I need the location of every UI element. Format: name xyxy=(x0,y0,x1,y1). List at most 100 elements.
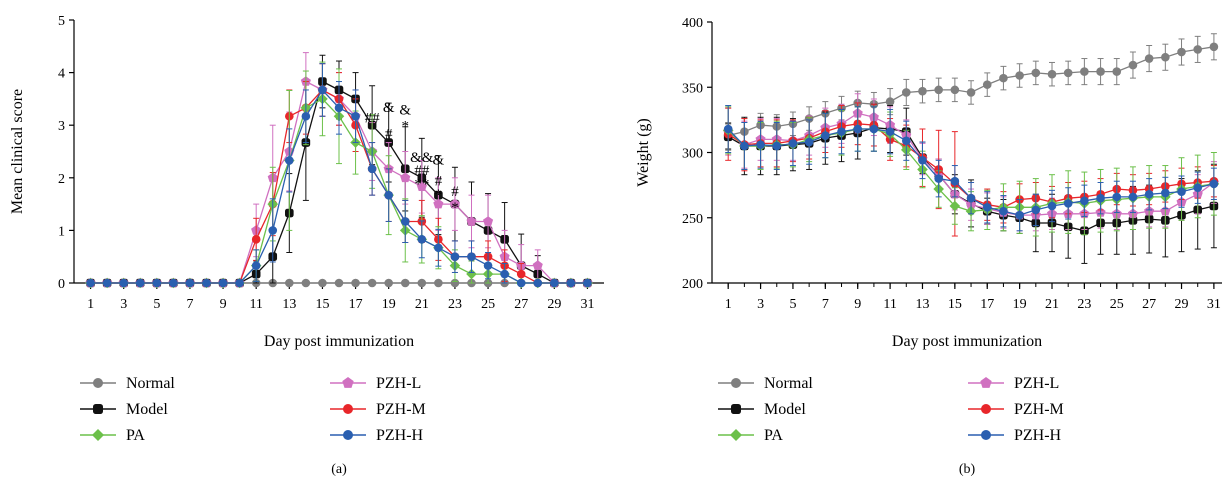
legend-item-normal: Normal xyxy=(718,375,813,392)
y-tick-label: 300 xyxy=(682,147,703,162)
y-tick-label: 3 xyxy=(58,119,65,134)
data-point xyxy=(467,252,476,261)
data-point xyxy=(516,278,526,288)
legend-label: PZH-M xyxy=(376,401,426,418)
legend-marker xyxy=(343,430,353,440)
data-point xyxy=(966,193,976,203)
x-tick-label: 15 xyxy=(948,297,962,312)
legend-marker xyxy=(981,404,991,414)
data-point xyxy=(202,278,211,288)
legend-marker xyxy=(93,404,103,414)
data-point xyxy=(449,198,460,209)
legend-marker xyxy=(93,378,103,388)
data-point xyxy=(837,127,846,136)
significance-mark: ## xyxy=(414,163,430,179)
data-point xyxy=(949,200,961,212)
data-point xyxy=(1177,47,1186,57)
data-point xyxy=(417,235,427,244)
significance-mark: & xyxy=(399,103,411,119)
x-tick-label: 3 xyxy=(120,297,127,312)
legend-marker xyxy=(92,429,104,441)
legend-item-pzh-h: PZH-H xyxy=(330,427,424,444)
data-point xyxy=(334,278,344,288)
data-point xyxy=(885,127,895,136)
legend-label: Model xyxy=(126,401,168,418)
data-point xyxy=(285,156,294,165)
legend-label: PZH-H xyxy=(1014,427,1062,444)
data-point xyxy=(950,85,960,95)
data-point xyxy=(918,156,927,165)
data-point xyxy=(740,141,749,151)
x-tick-label: 15 xyxy=(315,297,329,312)
data-point xyxy=(1080,196,1089,206)
x-tick-label: 21 xyxy=(1045,297,1059,312)
data-point xyxy=(1193,45,1203,54)
x-tick-label: 13 xyxy=(915,297,929,312)
significance-mark: && xyxy=(410,150,434,166)
legend-item-pzh-m: PZH-M xyxy=(330,401,426,418)
x-tick-label: 7 xyxy=(822,297,829,312)
data-point xyxy=(318,85,327,95)
data-point xyxy=(1144,54,1154,63)
y-tick-label: 1 xyxy=(58,224,65,239)
data-point xyxy=(1128,192,1138,202)
legend-marker xyxy=(343,404,353,414)
data-point xyxy=(901,136,911,146)
data-point xyxy=(1047,201,1057,211)
data-point xyxy=(334,103,344,113)
legend-label: Model xyxy=(764,401,806,418)
data-point xyxy=(1209,42,1219,52)
legend-item-normal: Normal xyxy=(80,375,175,392)
data-point xyxy=(102,278,112,288)
data-point xyxy=(583,278,592,288)
x-tick-label: 1 xyxy=(725,297,732,312)
y-tick-label: 0 xyxy=(58,277,65,292)
data-point xyxy=(934,85,943,95)
data-point xyxy=(550,278,559,288)
data-point xyxy=(483,261,493,270)
x-tick-label: 27 xyxy=(514,297,528,312)
data-point xyxy=(982,80,992,89)
data-point xyxy=(86,278,95,288)
data-point xyxy=(934,174,943,183)
x-tick-label: 7 xyxy=(186,297,193,312)
x-tick-label: 23 xyxy=(1077,297,1091,312)
data-point xyxy=(1209,179,1219,189)
data-point xyxy=(119,278,128,288)
y-tick-label: 2 xyxy=(58,172,65,187)
data-point xyxy=(1128,60,1138,70)
data-point xyxy=(1112,67,1122,76)
legend-label: Normal xyxy=(126,375,175,392)
y-tick-label: 200 xyxy=(682,277,703,292)
x-tick-label: 19 xyxy=(382,297,396,312)
data-point xyxy=(918,86,927,96)
data-point xyxy=(1112,192,1122,202)
data-point xyxy=(1177,187,1186,196)
data-point xyxy=(235,278,244,288)
significance-mark: ** xyxy=(414,176,429,192)
data-point xyxy=(1193,183,1203,193)
data-point xyxy=(999,73,1008,83)
legend-item-pzh-l: PZH-L xyxy=(968,375,1059,392)
series-pzh-h xyxy=(723,105,1219,232)
x-tick-label: 31 xyxy=(1207,297,1221,312)
x-tick-label: 21 xyxy=(415,297,429,312)
data-point xyxy=(218,278,228,288)
data-point xyxy=(434,278,443,288)
data-point xyxy=(400,172,411,183)
legend-label: PZH-H xyxy=(376,427,424,444)
x-tick-label: 25 xyxy=(481,297,495,312)
data-point xyxy=(982,203,992,212)
x-axis-label: Day post immunization xyxy=(892,333,1042,350)
x-tick-label: 25 xyxy=(1110,297,1124,312)
data-point xyxy=(433,198,444,209)
data-point xyxy=(367,278,377,288)
data-point xyxy=(788,139,798,148)
data-point xyxy=(301,278,311,288)
legend-marker xyxy=(730,429,742,441)
series-normal xyxy=(723,33,1219,150)
data-point xyxy=(516,269,526,279)
significance-mark: & xyxy=(383,100,395,116)
data-point xyxy=(1144,189,1154,199)
legend-label: PZH-L xyxy=(1014,375,1059,392)
